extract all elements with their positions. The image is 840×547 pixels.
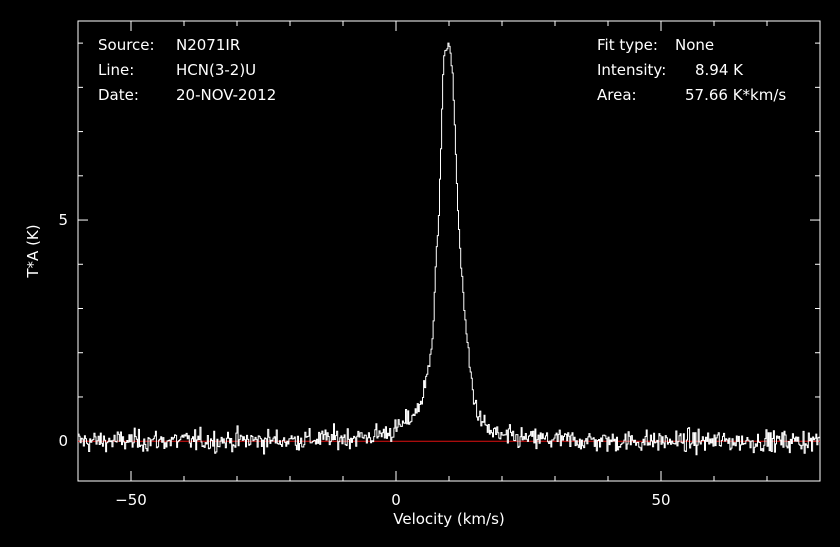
source-label: Source: — [98, 36, 155, 54]
x-tick-label: 50 — [651, 491, 670, 509]
y-axis-label: T*A (K) — [24, 224, 42, 278]
spectrum-line — [78, 42, 820, 456]
y-tick-label: 5 — [58, 211, 68, 229]
y-axis-label-text: T*A (K) — [24, 224, 42, 278]
fit-type-label: Fit type: — [597, 36, 658, 54]
source-value: N2071IR — [176, 36, 240, 54]
axis-tick-labels: −50 0 50 0 5 — [58, 211, 670, 509]
intensity-label: Intensity: — [597, 61, 666, 79]
x-axis-label: Velocity (km/s) — [393, 510, 504, 528]
x-tick-label: 0 — [391, 491, 401, 509]
line-label: Line: — [98, 61, 134, 79]
date-label: Date: — [98, 86, 139, 104]
axis-ticks — [77, 21, 821, 481]
area-value: 57.66 K*km/s — [685, 86, 786, 104]
x-tick-label: −50 — [115, 491, 147, 509]
line-value: HCN(3-2)U — [176, 61, 256, 79]
fit-type-value: None — [675, 36, 714, 54]
y-tick-label: 0 — [58, 432, 68, 450]
date-value: 20-NOV-2012 — [176, 86, 276, 104]
intensity-value: 8.94 K — [695, 61, 744, 79]
area-label: Area: — [597, 86, 637, 104]
